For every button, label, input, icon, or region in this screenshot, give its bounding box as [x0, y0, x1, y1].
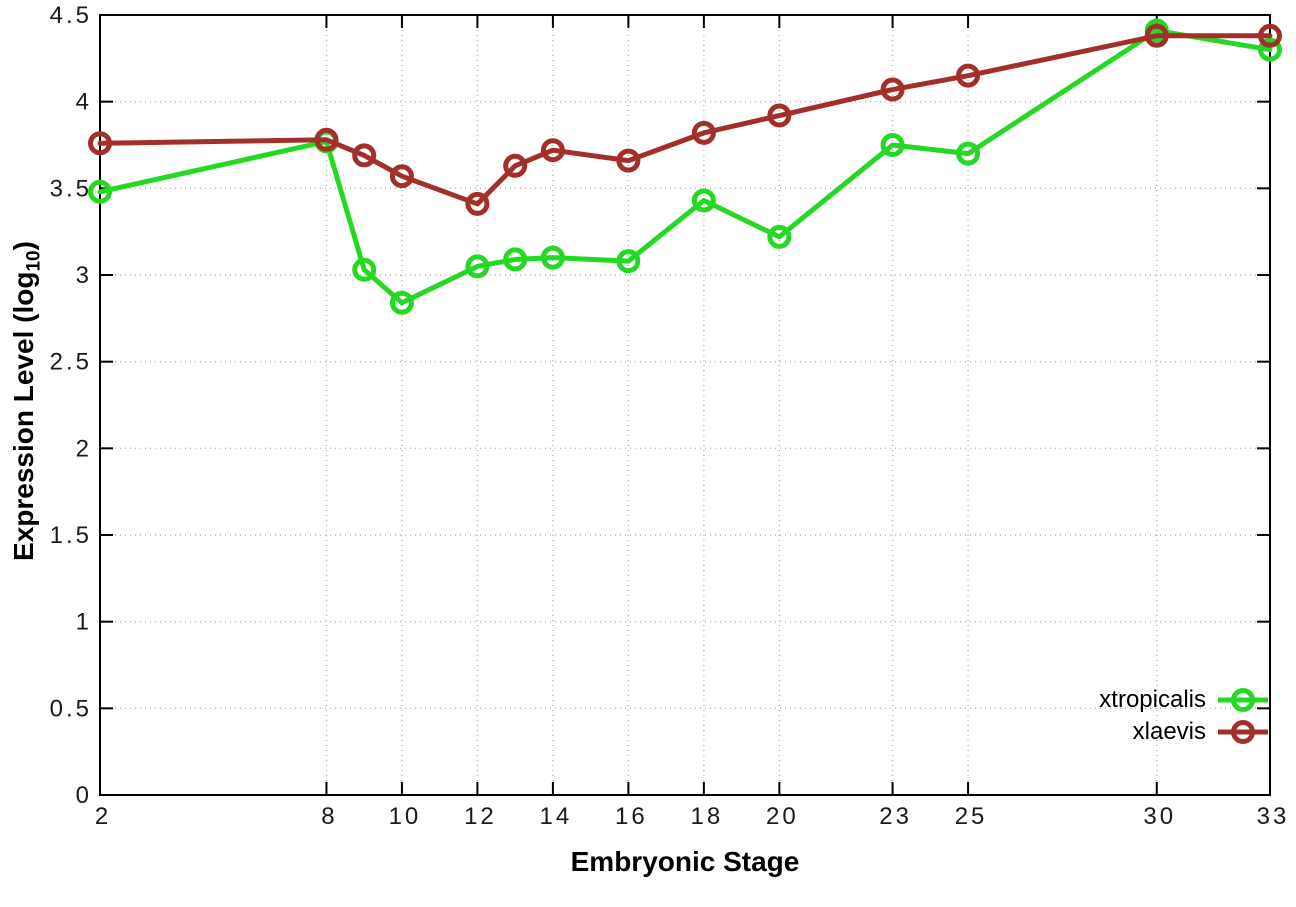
gridlines [100, 15, 1270, 795]
data-point-xlaevis [956, 63, 981, 88]
series-xlaevis [88, 23, 1282, 216]
y-axis-title: Expression Level (log10) [8, 181, 45, 621]
x-tick-label: 30 [1143, 803, 1176, 830]
data-point-xlaevis [1144, 23, 1169, 48]
data-point-xlaevis [767, 103, 792, 128]
x-tick-label: 33 [1257, 803, 1290, 830]
y-tick-label: 3 [76, 262, 92, 289]
series-line-xtropicalis [97, 28, 1273, 306]
data-point-xtropicalis [540, 245, 565, 270]
data-point-xlaevis [314, 127, 339, 152]
data-point-xlaevis [352, 143, 377, 168]
data-point-xtropicalis [503, 247, 528, 272]
y-tick-labels: 0 0.5 1 1.5 2 2.5 3 3.5 4 4.5 [50, 2, 92, 809]
legend: xtropicalis xlaevis [1099, 686, 1270, 746]
data-point-xtropicalis [465, 254, 490, 279]
x-tick-label: 14 [540, 803, 573, 830]
legend-row-xlaevis: xlaevis [1099, 718, 1270, 746]
data-point-xtropicalis [956, 141, 981, 166]
x-tick-label: 8 [321, 803, 337, 830]
data-point-xtropicalis [88, 179, 112, 204]
data-point-xlaevis [465, 191, 490, 216]
x-tick-label: 16 [615, 803, 648, 830]
x-tick-label: 12 [464, 803, 497, 830]
data-point-xtropicalis [389, 290, 414, 315]
legend-row-xtropicalis: xtropicalis [1099, 686, 1270, 714]
x-tick-label: 2 [95, 803, 111, 830]
plot-border [99, 14, 1271, 796]
data-point-xtropicalis [691, 188, 716, 213]
x-tick-label: 10 [389, 803, 422, 830]
y-tick-label: 1 [76, 609, 92, 636]
y-tick-label: 4.5 [50, 2, 92, 29]
data-point-xlaevis [540, 138, 565, 163]
data-point-xtropicalis [352, 257, 377, 282]
x-tick-label: 20 [766, 803, 799, 830]
x-tick-labels: 2 8 10 12 14 16 18 20 23 25 30 33 [95, 803, 1290, 830]
y-tick-label: 2 [76, 435, 92, 462]
data-point-xlaevis [389, 164, 414, 189]
y-tick-label: 0 [76, 782, 92, 809]
y-axis-title-end: ) [8, 241, 39, 251]
data-point-xtropicalis [880, 133, 905, 157]
y-axis-title-main: Expression Level (log [8, 271, 39, 561]
y-tick-label: 1.5 [50, 522, 92, 549]
x-tick-label: 18 [691, 803, 724, 830]
data-point-xlaevis [880, 77, 905, 102]
data-point-xlaevis [1258, 23, 1282, 48]
x-tick-label: 23 [879, 803, 912, 830]
y-tick-label: 0.5 [50, 695, 92, 722]
legend-sample-xlaevis-icon [1218, 720, 1268, 744]
y-axis-title-sub: 10 [23, 250, 45, 272]
data-point-xlaevis [503, 153, 528, 178]
y-tick-label: 3.5 [50, 175, 92, 202]
legend-label-xlaevis: xlaevis [1132, 718, 1206, 745]
y-tick-label: 2.5 [50, 349, 92, 376]
data-point-xlaevis [691, 120, 716, 145]
series-xtropicalis [88, 18, 1282, 315]
data-point-xtropicalis [767, 224, 792, 249]
x-axis-title: Embryonic Stage [570, 846, 800, 877]
tick-marks [99, 14, 1271, 796]
legend-label-xtropicalis: xtropicalis [1099, 686, 1206, 713]
data-point-xlaevis [88, 131, 112, 156]
data-point-xlaevis [616, 148, 641, 173]
series-line-xlaevis [97, 33, 1273, 207]
x-tick-label: 25 [955, 803, 988, 830]
data-point-xtropicalis [616, 249, 641, 274]
y-tick-label: 4 [76, 89, 92, 116]
data-point-xtropicalis [1258, 37, 1282, 62]
legend-sample-xtropicalis-icon [1218, 688, 1268, 712]
